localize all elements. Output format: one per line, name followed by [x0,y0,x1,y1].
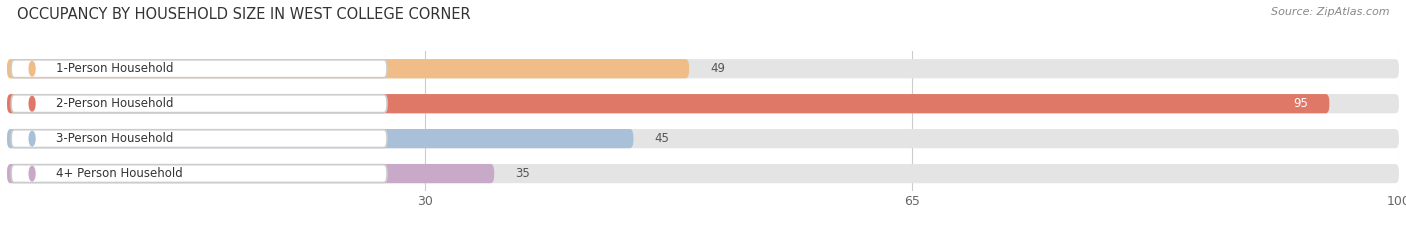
FancyBboxPatch shape [7,164,495,183]
Circle shape [30,131,35,146]
FancyBboxPatch shape [7,164,1399,183]
FancyBboxPatch shape [7,94,1330,113]
FancyBboxPatch shape [7,129,1399,148]
FancyBboxPatch shape [7,94,1399,113]
FancyBboxPatch shape [11,130,387,147]
Text: 95: 95 [1294,97,1309,110]
Text: 3-Person Household: 3-Person Household [56,132,173,145]
Text: 49: 49 [710,62,725,75]
Text: 2-Person Household: 2-Person Household [56,97,173,110]
Circle shape [30,166,35,181]
Circle shape [30,62,35,76]
Circle shape [30,96,35,111]
Text: 45: 45 [654,132,669,145]
FancyBboxPatch shape [7,129,633,148]
FancyBboxPatch shape [11,165,387,182]
Text: 35: 35 [515,167,530,180]
Text: OCCUPANCY BY HOUSEHOLD SIZE IN WEST COLLEGE CORNER: OCCUPANCY BY HOUSEHOLD SIZE IN WEST COLL… [17,7,471,22]
Text: Source: ZipAtlas.com: Source: ZipAtlas.com [1271,7,1389,17]
Text: 1-Person Household: 1-Person Household [56,62,173,75]
FancyBboxPatch shape [7,59,1399,78]
FancyBboxPatch shape [11,95,387,113]
FancyBboxPatch shape [7,59,689,78]
FancyBboxPatch shape [11,60,387,78]
Text: 4+ Person Household: 4+ Person Household [56,167,183,180]
